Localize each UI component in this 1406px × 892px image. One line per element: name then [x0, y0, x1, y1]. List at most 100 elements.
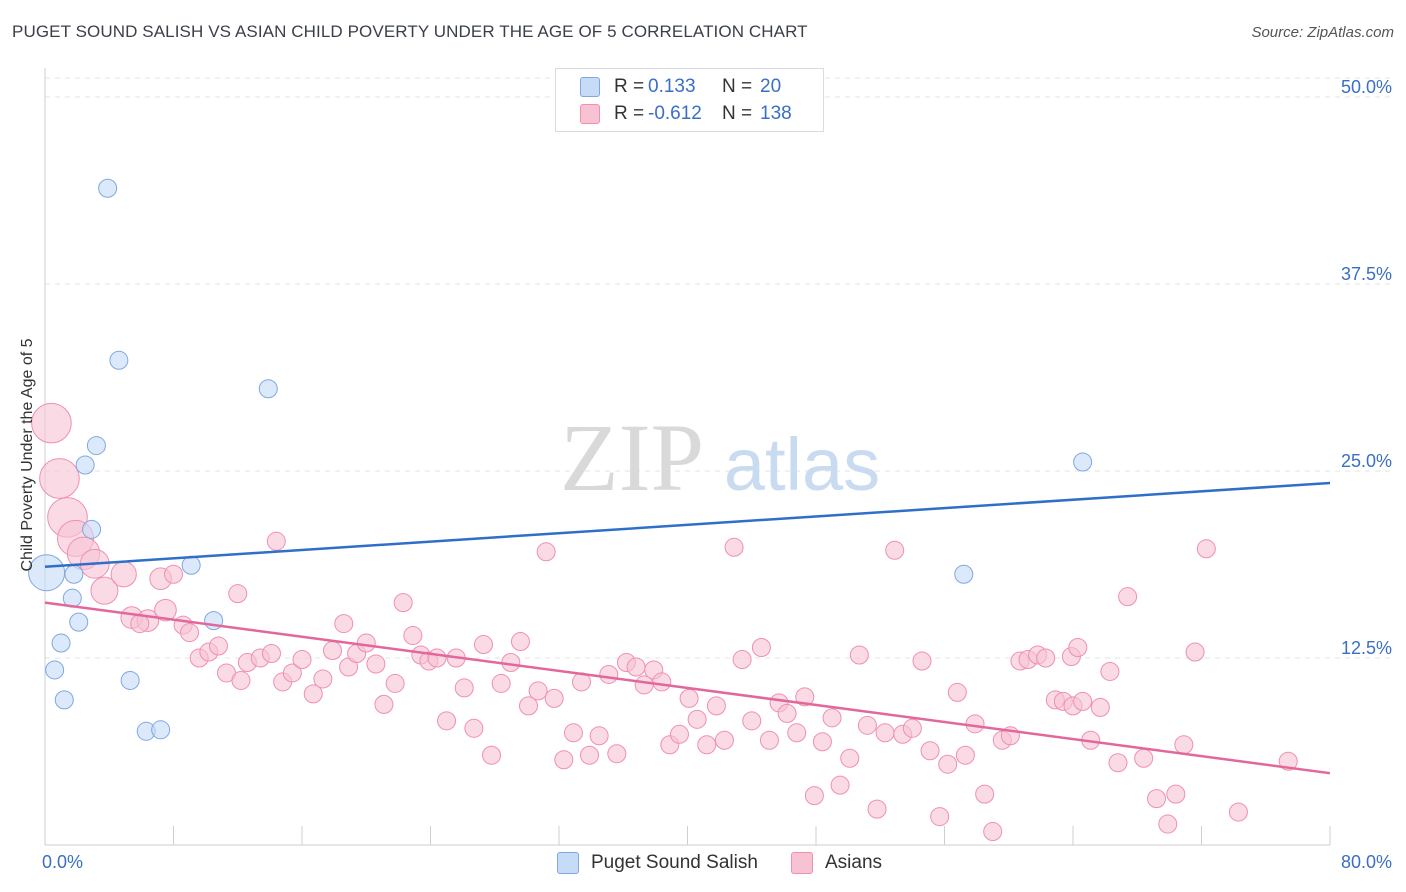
data-point — [554, 750, 574, 770]
data-point — [454, 678, 474, 698]
data-point — [427, 648, 447, 668]
data-point — [930, 807, 950, 827]
data-point — [39, 458, 80, 499]
data-point — [64, 564, 84, 584]
data-point — [151, 720, 171, 740]
data-point — [482, 745, 502, 765]
data-point — [528, 681, 548, 701]
data-point — [110, 561, 137, 588]
data-point — [1073, 691, 1093, 711]
data-point — [323, 641, 343, 661]
trend-lines — [44, 481, 1331, 775]
data-point — [181, 555, 201, 575]
trend-line — [44, 481, 1331, 568]
data-point — [313, 669, 333, 689]
data-point — [697, 735, 717, 755]
data-point — [954, 564, 974, 584]
legend-item-asians[interactable]: Asians — [791, 852, 882, 874]
data-point — [875, 723, 895, 743]
data-point — [266, 531, 286, 551]
y-tick-label: 25.0% — [1340, 451, 1392, 471]
data-point — [258, 379, 278, 399]
data-point — [98, 178, 118, 198]
n-label: N = — [722, 103, 753, 124]
data-point — [1090, 697, 1110, 717]
data-point — [1073, 452, 1093, 472]
data-point — [732, 649, 752, 669]
data-point — [706, 696, 726, 716]
n-value: 138 — [760, 103, 792, 124]
data-point — [109, 350, 129, 370]
data-point — [607, 744, 627, 764]
data-point — [69, 612, 89, 632]
data-point — [1147, 789, 1167, 809]
axes — [44, 68, 1331, 846]
data-point — [366, 654, 386, 674]
data-point — [164, 564, 183, 584]
data-point — [231, 670, 251, 690]
data-point — [491, 673, 511, 693]
data-point — [626, 657, 646, 677]
data-point — [1100, 661, 1120, 681]
legend-item-salish[interactable]: Puget Sound Salish — [557, 852, 758, 874]
data-point — [599, 664, 619, 684]
correlation-legend: R = 0.133 N = 20 R = -0.612 N = 138 — [555, 68, 824, 132]
data-point — [787, 723, 807, 743]
data-point — [464, 718, 484, 738]
legend-label: Puget Sound Salish — [591, 852, 758, 873]
data-point — [120, 670, 140, 690]
data-point — [180, 623, 200, 643]
data-point — [857, 715, 877, 735]
data-point — [51, 633, 71, 653]
data-point — [669, 724, 689, 744]
y-tick-label: 37.5% — [1340, 264, 1392, 284]
data-point — [90, 576, 119, 605]
data-point — [804, 786, 824, 806]
data-point — [795, 687, 815, 707]
n-label: N = — [722, 76, 753, 97]
data-point — [544, 688, 564, 708]
data-point — [867, 799, 887, 819]
data-point — [31, 402, 72, 444]
data-point — [947, 682, 967, 702]
y-tick-label: 12.5% — [1340, 638, 1392, 658]
data-point — [86, 436, 106, 456]
data-point — [920, 741, 940, 761]
data-point — [228, 584, 248, 604]
data-point — [885, 540, 905, 560]
data-point — [474, 635, 494, 655]
data-point — [154, 598, 177, 622]
data-point — [385, 673, 405, 693]
data-point — [589, 726, 609, 746]
data-point — [1118, 587, 1138, 607]
data-point — [208, 636, 228, 656]
watermark-zip: ZIP — [560, 404, 704, 511]
data-point — [679, 688, 699, 708]
r-value: -0.612 — [648, 103, 702, 124]
r-label: R = — [614, 76, 645, 97]
source-note: Source: ZipAtlas.com — [1251, 24, 1394, 41]
data-point — [1134, 748, 1154, 768]
data-point — [812, 732, 832, 752]
data-point — [983, 822, 1003, 842]
data-point — [938, 754, 958, 774]
watermark-atlas: atlas — [724, 423, 880, 506]
x-tick-label-min: 0.0% — [42, 852, 84, 872]
legend-row-salish: R = 0.133 N = 20 — [580, 76, 781, 98]
data-point — [45, 660, 65, 680]
data-point — [536, 542, 556, 562]
data-point — [751, 638, 771, 658]
data-point — [510, 632, 530, 652]
data-point — [724, 537, 744, 557]
data-point — [261, 644, 281, 664]
legend-swatch-asians — [580, 104, 600, 124]
data-point — [777, 703, 797, 723]
y-axis-label: Child Poverty Under the Age of 5 — [19, 338, 36, 572]
data-point — [282, 663, 302, 683]
gridlines — [45, 77, 1392, 659]
x-tick-label-max: 80.0% — [1340, 852, 1392, 872]
data-point — [437, 711, 457, 731]
data-point — [955, 745, 975, 765]
data-point — [902, 718, 922, 738]
